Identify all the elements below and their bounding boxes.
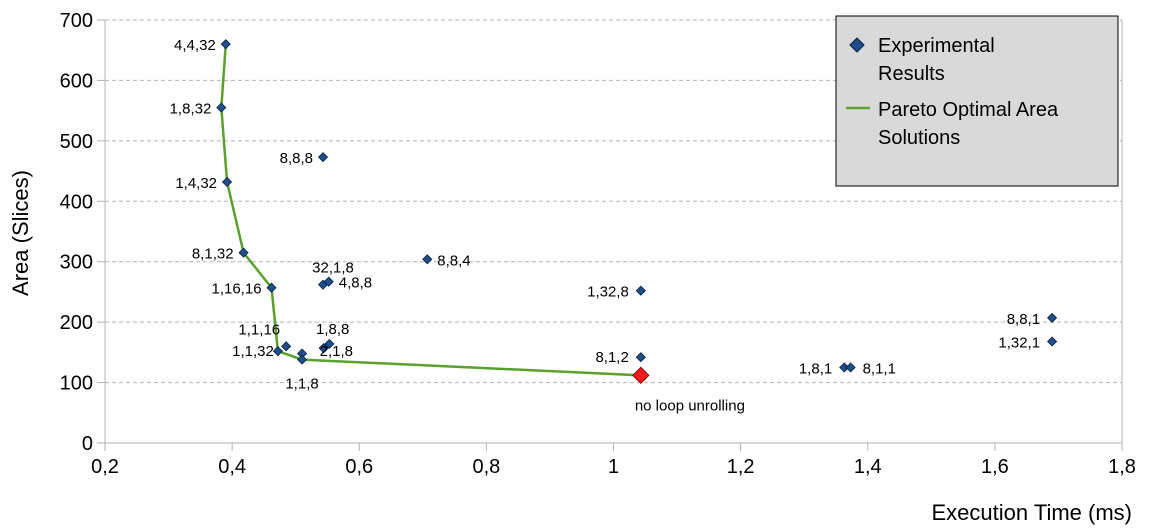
x-tick-label: 1,2 bbox=[727, 456, 755, 478]
data-point bbox=[221, 176, 233, 188]
legend-label-pareto-line1: Pareto Optimal Area bbox=[878, 99, 1059, 121]
y-tick-label: 100 bbox=[60, 373, 93, 395]
data-point-label: 8,1,1 bbox=[863, 360, 896, 377]
legend-label-experimental-line1: Experimental bbox=[878, 35, 995, 57]
data-point-label: 8,8,1 bbox=[1007, 311, 1040, 328]
highlight-annotation: no loop unrolling bbox=[635, 397, 745, 414]
data-point bbox=[238, 247, 249, 258]
x-tick-label: 1,6 bbox=[981, 456, 1009, 478]
data-point-label: 1,1,16 bbox=[238, 321, 280, 338]
data-point-label: 1,4,32 bbox=[175, 175, 217, 192]
x-axis-title: Execution Time (ms) bbox=[932, 500, 1133, 525]
data-point bbox=[324, 338, 335, 349]
data-point bbox=[635, 285, 646, 296]
legend-label-experimental-line2: Results bbox=[878, 63, 945, 85]
data-point bbox=[1047, 336, 1058, 347]
y-tick-label: 600 bbox=[60, 70, 93, 92]
data-point bbox=[323, 276, 334, 287]
y-axis-title: Area (Slices) bbox=[8, 170, 33, 296]
data-point bbox=[220, 39, 231, 50]
data-point-label: 4,4,32 bbox=[174, 37, 216, 54]
legend-box bbox=[835, 15, 1119, 187]
data-point-label: 1,8,32 bbox=[170, 101, 212, 118]
x-tick-label: 0,6 bbox=[345, 456, 373, 478]
y-tick-label: 200 bbox=[60, 312, 93, 334]
x-tick-label: 0,4 bbox=[218, 456, 246, 478]
x-tick-label: 1,4 bbox=[854, 456, 882, 478]
data-point-label: 2,1,8 bbox=[320, 343, 353, 360]
data-point bbox=[272, 346, 283, 357]
point-labels: 4,4,32 1,8,32 8,8,8 1,4,32 8,1,32 8,8,4 32,1,8… bbox=[170, 37, 1040, 392]
y-tick-label: 700 bbox=[60, 10, 93, 32]
y-tick-label: 400 bbox=[60, 191, 93, 213]
highlight-point bbox=[632, 366, 650, 385]
x-tick-label: 0,8 bbox=[472, 456, 500, 478]
data-point-label: 1,32,8 bbox=[587, 284, 629, 301]
data-point bbox=[1047, 312, 1058, 323]
data-point-label: 1,8,1 bbox=[799, 360, 832, 377]
y-tick-label: 0 bbox=[82, 433, 93, 455]
y-tick-label: 500 bbox=[60, 131, 93, 153]
data-point-label: 4,8,8 bbox=[339, 275, 372, 292]
data-point-label: 8,8,4 bbox=[437, 252, 470, 269]
data-point bbox=[281, 341, 292, 352]
x-axis-ticks: 0,2 0,4 0,6 0,8 1 1,2 1,4 1,6 1,8 bbox=[91, 443, 1136, 478]
pareto-line-group bbox=[220, 44, 641, 377]
data-point bbox=[266, 282, 277, 293]
legend-diamond-marker bbox=[849, 37, 865, 53]
data-point-label: 32,1,8 bbox=[312, 260, 354, 277]
y-axis-ticks: 0 100 200 300 400 500 600 700 bbox=[60, 10, 105, 455]
data-point-label: 1,1,8 bbox=[285, 376, 318, 393]
data-point-label: 1,16,16 bbox=[211, 281, 261, 298]
y-tick-label: 300 bbox=[60, 252, 93, 274]
x-tick-label: 1 bbox=[608, 456, 619, 478]
pareto-line bbox=[220, 44, 641, 377]
highlight-group: no loop unrolling bbox=[632, 366, 745, 414]
experimental-points bbox=[216, 39, 1058, 373]
data-point bbox=[216, 102, 227, 113]
data-point-label: 8,1,32 bbox=[192, 246, 234, 263]
legend: Experimental Results Pareto Optimal Area… bbox=[835, 15, 1119, 187]
legend-label-pareto-line2: Solutions bbox=[878, 127, 960, 149]
data-point-label: 1,32,1 bbox=[998, 334, 1040, 351]
x-tick-label: 0,2 bbox=[91, 456, 119, 478]
data-point bbox=[296, 354, 308, 365]
data-point bbox=[422, 254, 433, 265]
data-point bbox=[845, 362, 856, 373]
data-point bbox=[318, 343, 329, 354]
data-point-label: 8,8,8 bbox=[280, 150, 313, 167]
data-point bbox=[317, 152, 329, 163]
data-point-label: 1,8,8 bbox=[316, 321, 349, 338]
x-tick-label: 1,8 bbox=[1108, 456, 1136, 478]
data-point-label: 8,1,2 bbox=[595, 349, 628, 366]
data-point bbox=[635, 352, 646, 363]
data-point-label: 1,1,32 bbox=[232, 343, 274, 360]
